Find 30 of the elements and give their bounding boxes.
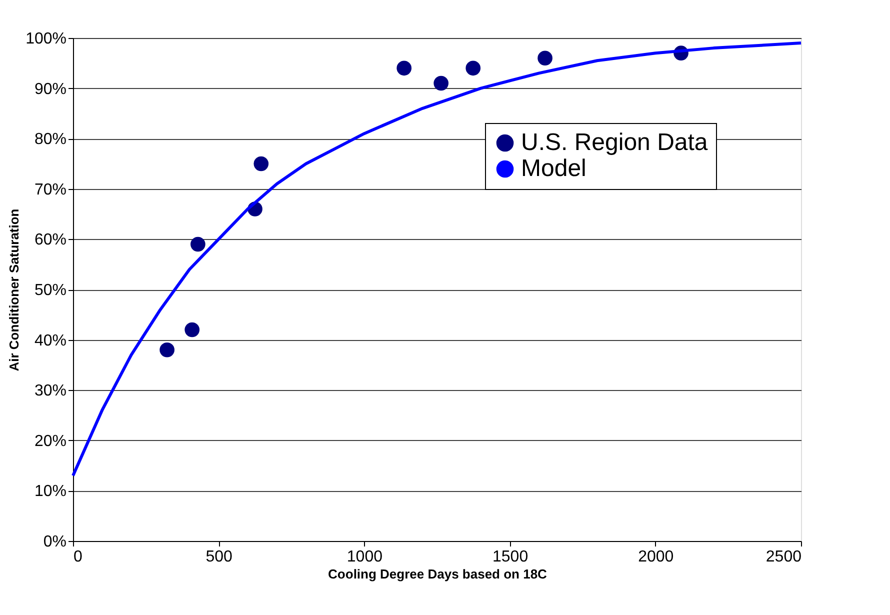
point <box>184 322 200 338</box>
line-series <box>72 42 802 478</box>
legend-label: Model <box>521 155 586 182</box>
point <box>396 60 412 76</box>
y-tick-label: 10% <box>34 483 66 500</box>
y-tick-label: 90% <box>34 80 66 98</box>
y-tick-label: 30% <box>34 382 66 400</box>
y-tick-label: 80% <box>34 131 66 148</box>
point <box>434 76 448 91</box>
point <box>160 342 174 358</box>
x-tick-label: 2500 <box>766 548 802 566</box>
y-tick-label: 100% <box>26 30 66 48</box>
y-tick-label: 40% <box>34 332 66 350</box>
x-tick-label: 1000 <box>346 548 383 566</box>
y-axis-title: Air Conditioner Saturation <box>6 208 22 372</box>
y-tick-label: 60% <box>34 232 66 249</box>
legend-label: U.S. Region Data <box>521 129 708 156</box>
y-tick-label: 20% <box>34 432 66 450</box>
x-tick-label: 1500 <box>492 548 528 566</box>
x-axis-title: Cooling Degree Days based on 18C <box>328 566 548 582</box>
point <box>466 60 481 76</box>
y-tick-label: 70% <box>34 181 66 198</box>
x-tick-label: 0 <box>74 548 82 566</box>
y-tick-label: 0% <box>43 534 66 550</box>
x-tick-label: 2000 <box>638 548 674 566</box>
point <box>190 236 206 252</box>
y-tick-label: 50% <box>34 282 66 299</box>
point <box>254 156 269 172</box>
x-tick-label: 500 <box>206 548 233 566</box>
point <box>538 50 552 66</box>
